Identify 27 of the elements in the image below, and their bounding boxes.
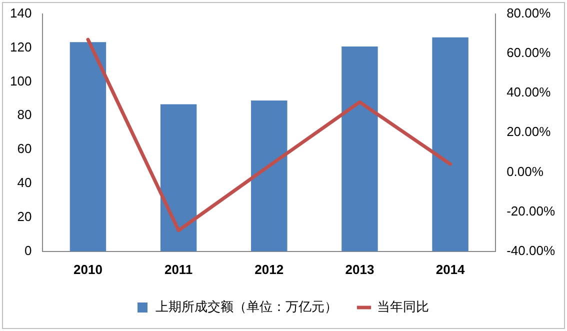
x-tick-label: 2014 xyxy=(436,262,466,277)
y2-tick-label: 0.00% xyxy=(506,164,544,179)
y-tick-label: 80 xyxy=(17,107,32,122)
y2-tick-label: 20.00% xyxy=(506,124,552,140)
y2-tick-label: -40.00% xyxy=(506,242,556,258)
y2-tick-label: 80.00% xyxy=(506,5,552,20)
y2-tick-label: 40.00% xyxy=(506,84,552,100)
y-tick-label: 0 xyxy=(24,242,32,258)
x-tick-label: 2012 xyxy=(254,262,284,277)
y2-tick-label: 60.00% xyxy=(506,44,552,60)
legend-label: 当年同比 xyxy=(377,300,429,315)
bar xyxy=(342,46,378,252)
bar xyxy=(251,100,288,252)
y2-tick-label: -20.00% xyxy=(506,203,556,218)
x-tick-label: 2013 xyxy=(345,262,374,277)
y-tick-label: 100 xyxy=(10,73,32,88)
bar xyxy=(70,42,106,252)
y-tick-label: 140 xyxy=(10,5,32,20)
y-tick-label: 120 xyxy=(10,39,32,54)
legend-label: 上期所成交额（单位：万亿元） xyxy=(156,298,338,315)
y-tick-label: 40 xyxy=(17,175,32,190)
bar xyxy=(160,104,197,252)
y-tick-label: 60 xyxy=(17,141,32,156)
x-tick-label: 2011 xyxy=(164,262,193,277)
x-tick-label: 2010 xyxy=(74,262,102,277)
bar xyxy=(432,37,468,252)
y-tick-label: 20 xyxy=(17,209,32,224)
